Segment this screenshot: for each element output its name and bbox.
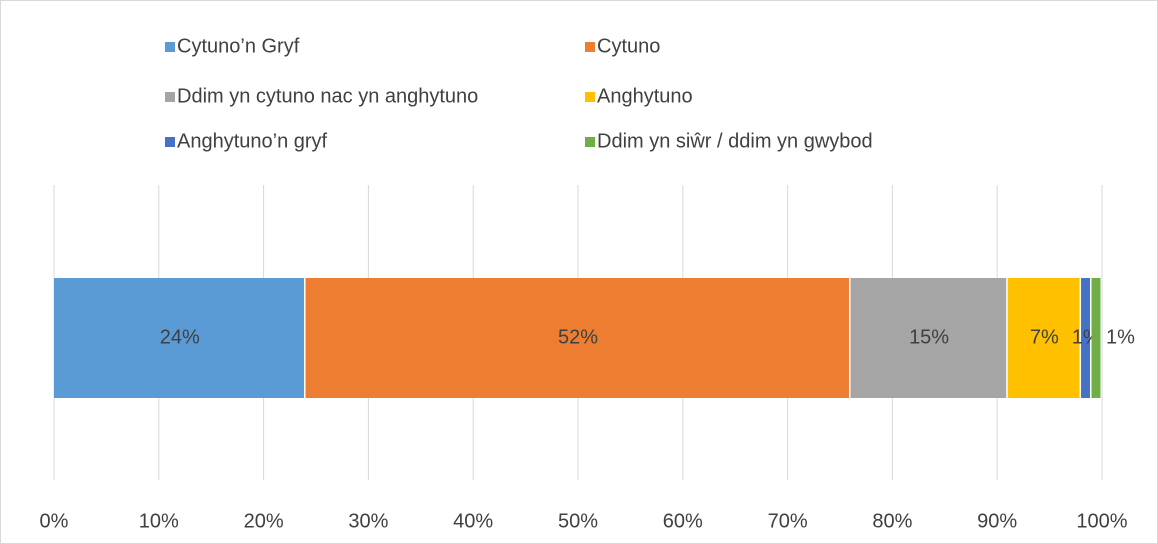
bar-segment — [1081, 278, 1091, 398]
legend-swatch — [165, 92, 175, 102]
data-label: 1% — [1106, 326, 1135, 348]
legend-label: Anghytuno’n gryf — [177, 130, 328, 152]
legend-swatch — [165, 137, 175, 147]
x-tick-label: 70% — [768, 510, 808, 532]
bar-segment — [1091, 278, 1101, 398]
x-tick-label: 0% — [40, 510, 69, 532]
x-tick-label: 30% — [348, 510, 388, 532]
x-tick-label: 80% — [872, 510, 912, 532]
x-tick-label: 40% — [453, 510, 493, 532]
x-tick-label: 60% — [663, 510, 703, 532]
legend-label: Cytuno’n Gryf — [177, 35, 300, 57]
bar-segment — [850, 278, 1007, 398]
legend-swatch — [585, 92, 595, 102]
legend-swatch — [165, 42, 175, 52]
legend-label: Cytuno — [597, 35, 660, 57]
data-label: 7% — [1030, 326, 1059, 348]
data-label: 15% — [909, 326, 949, 348]
bar-segment — [305, 278, 849, 398]
x-tick-label: 50% — [558, 510, 598, 532]
data-label: 52% — [558, 326, 598, 348]
bar-segment — [54, 278, 305, 398]
x-tick-label: 10% — [139, 510, 179, 532]
x-tick-label: 100% — [1076, 510, 1127, 532]
x-tick-label: 90% — [977, 510, 1017, 532]
x-tick-label: 20% — [244, 510, 284, 532]
legend-label: Anghytuno — [597, 85, 693, 107]
data-label: 24% — [160, 326, 200, 348]
bar-segment — [1007, 278, 1080, 398]
legend-swatch — [585, 42, 595, 52]
legend-label: Ddim yn cytuno nac yn anghytuno — [177, 85, 478, 107]
legend-swatch — [585, 137, 595, 147]
legend-label: Ddim yn siŵr / ddim yn gwybod — [597, 130, 873, 152]
